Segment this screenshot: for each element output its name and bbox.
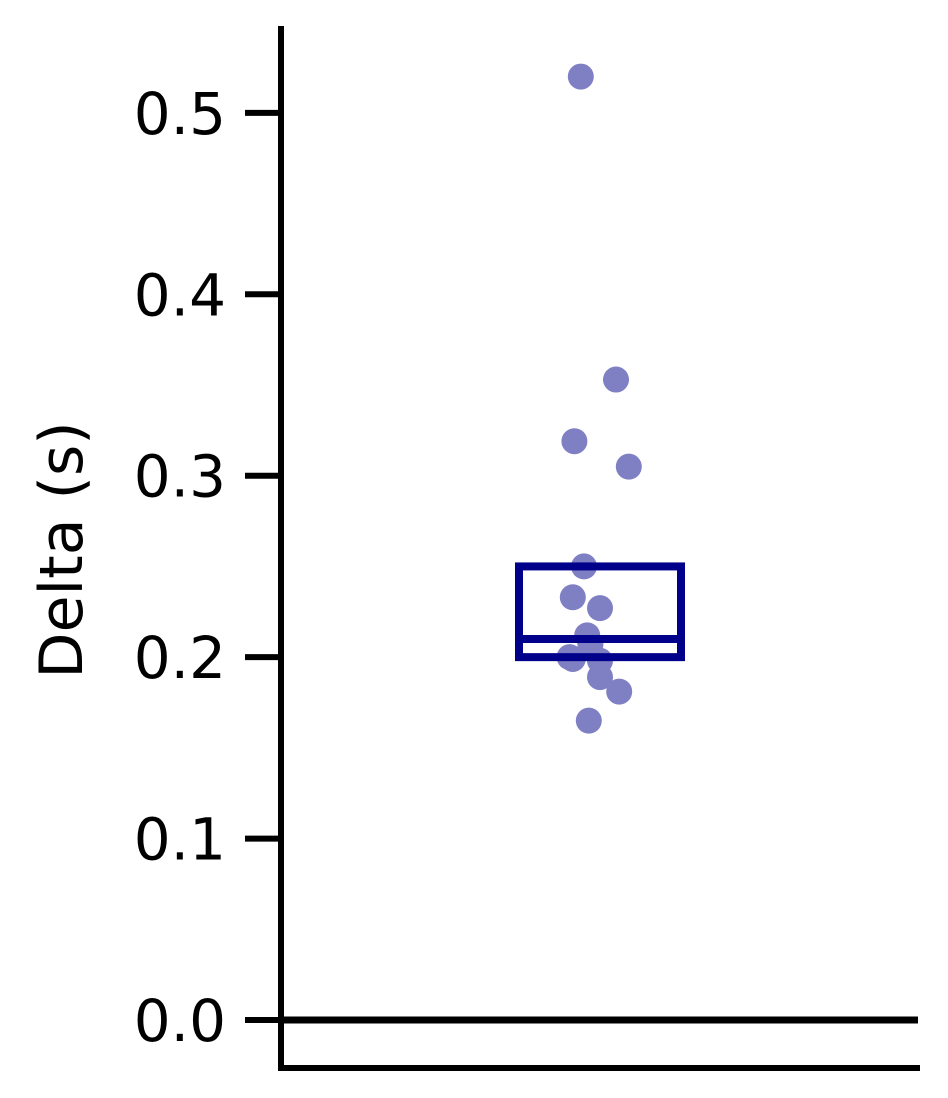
data-point	[587, 595, 613, 622]
y-tick-label: 0.0	[134, 987, 226, 1055]
data-point	[559, 584, 586, 611]
data-point	[561, 428, 588, 455]
data-point	[575, 707, 602, 734]
data-point	[587, 664, 613, 691]
y-axis-label: Delta (s)	[27, 421, 97, 678]
data-point	[615, 453, 642, 480]
data-points	[556, 63, 642, 734]
data-point	[606, 678, 633, 705]
y-tick-label: 0.3	[134, 443, 226, 511]
y-tick-label: 0.1	[134, 806, 226, 874]
y-tick-label: 0.2	[134, 624, 226, 692]
y-tick-label: 0.5	[134, 80, 226, 148]
data-point	[603, 366, 629, 393]
iqr-box	[515, 562, 685, 662]
y-tick-label: 0.4	[134, 261, 226, 329]
summary-box	[515, 562, 685, 662]
data-point	[567, 63, 594, 90]
y-axis-ticks: 0.0 0.1 0.2 0.3 0.4 0.5	[134, 80, 281, 1055]
